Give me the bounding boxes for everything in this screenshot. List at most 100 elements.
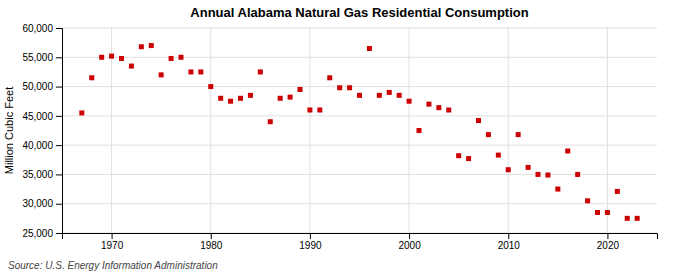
point — [89, 75, 94, 80]
grid-line-x — [508, 28, 509, 233]
point — [526, 165, 531, 170]
point — [357, 93, 362, 98]
y-tick-mark — [56, 233, 62, 234]
point — [159, 72, 164, 77]
x-tick-label: 1990 — [299, 240, 322, 251]
grid-line-y — [62, 86, 657, 87]
point — [248, 93, 253, 98]
y-tick-label: 30,000 — [22, 198, 53, 209]
point — [496, 153, 501, 158]
point — [179, 55, 184, 60]
y-tick-mark — [56, 28, 62, 29]
x-tick-mark — [211, 233, 212, 239]
grid — [62, 28, 657, 233]
point — [337, 85, 342, 90]
y-tick-mark — [56, 116, 62, 117]
point — [446, 108, 451, 113]
y-tick-mark — [56, 204, 62, 205]
grid-line-y — [62, 57, 657, 58]
x-tick: 1980 — [200, 233, 223, 251]
x-tick-label: 1970 — [101, 240, 124, 251]
point — [119, 56, 124, 61]
point — [169, 56, 174, 61]
source: Source: U.S. Energy Information Administ… — [8, 260, 218, 271]
y-tick: 40,000 — [22, 140, 62, 151]
x-tick-label: 2010 — [498, 240, 521, 251]
point — [288, 95, 293, 100]
x-tick-mark — [112, 233, 113, 239]
point — [516, 132, 521, 137]
point — [367, 46, 372, 51]
y-axis-title: Million Cubic Feet — [3, 87, 15, 174]
x-tick: 2010 — [498, 233, 521, 251]
y-axis: 25,000 30,000 35,000 40,000 45,000 50,000 55,0… — [22, 23, 62, 239]
point — [149, 43, 154, 48]
point — [139, 44, 144, 49]
title: Annual Alabama Natural Gas Residential C… — [190, 5, 528, 20]
point — [417, 128, 422, 133]
point — [129, 64, 134, 69]
x-tick-mark — [310, 233, 311, 239]
x-tick-mark — [508, 233, 509, 239]
point — [555, 187, 560, 192]
point — [536, 172, 541, 177]
grid-line-x — [111, 28, 112, 233]
y-tick: 50,000 — [22, 81, 62, 92]
y-tick: 25,000 — [22, 228, 62, 239]
point — [109, 54, 114, 59]
x-tick-mark — [607, 233, 608, 239]
point — [238, 96, 243, 101]
point — [307, 108, 312, 113]
y-tick: 45,000 — [22, 111, 62, 122]
x-axis-line — [63, 234, 658, 240]
y-tick-label: 60,000 — [22, 23, 53, 34]
y-tick-label: 50,000 — [22, 81, 53, 92]
grid-line-x — [607, 28, 608, 233]
point — [605, 210, 610, 215]
point — [258, 69, 263, 74]
grid-line-x — [409, 28, 410, 233]
y-tick-label: 40,000 — [22, 140, 53, 151]
point — [99, 55, 104, 60]
y-tick-label: 35,000 — [22, 169, 53, 180]
point — [79, 110, 84, 115]
x-tick: 1970 — [101, 233, 124, 251]
y-tick: 30,000 — [22, 198, 62, 209]
point — [545, 173, 550, 178]
plot: 1970 1980 1990 2000 2010 2020 25,000 30,000 35,0… — [22, 23, 657, 251]
point — [198, 69, 203, 74]
y-tick-label: 45,000 — [22, 111, 53, 122]
x-tick-mark — [409, 233, 410, 239]
point — [327, 75, 332, 80]
x-tick: 2000 — [398, 233, 421, 251]
point — [278, 96, 283, 101]
point — [228, 99, 233, 104]
y-tick-label: 55,000 — [22, 52, 53, 63]
point — [347, 85, 352, 90]
point — [486, 132, 491, 137]
grid-line-y — [62, 115, 657, 116]
point — [575, 172, 580, 177]
point — [635, 216, 640, 221]
point — [595, 210, 600, 215]
grid-line-x — [210, 28, 211, 233]
grid-line-y — [62, 174, 657, 175]
point — [456, 153, 461, 158]
point — [387, 90, 392, 95]
x-tick-label: 2020 — [597, 240, 620, 251]
grid-line-y — [62, 28, 657, 29]
grid-line-x — [309, 28, 310, 233]
x-tick: 2020 — [597, 233, 620, 251]
point — [268, 119, 273, 124]
y-tick-label: 25,000 — [22, 228, 53, 239]
point — [476, 118, 481, 123]
y-tick: 55,000 — [22, 52, 62, 63]
chart: 1970 1980 1990 2000 2010 2020 25,000 30,000 35,0… — [0, 0, 675, 275]
point — [188, 69, 193, 74]
y-tick: 60,000 — [22, 23, 62, 34]
point — [298, 87, 303, 92]
point — [407, 99, 412, 104]
x-tick: 1990 — [299, 233, 322, 251]
x-tick-label: 1980 — [200, 240, 223, 251]
point — [565, 149, 570, 154]
